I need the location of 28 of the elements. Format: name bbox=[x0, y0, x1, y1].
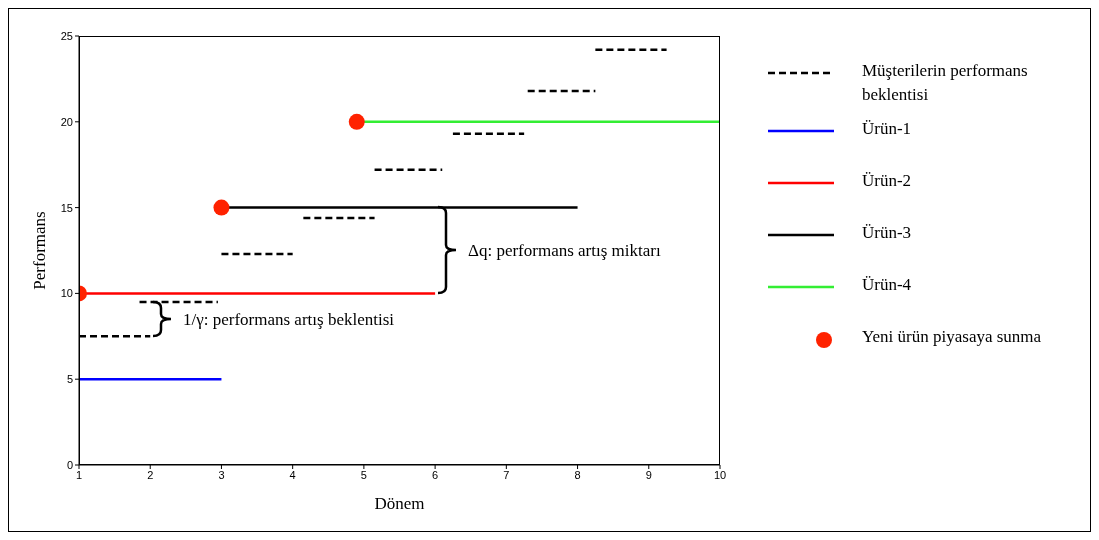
legend-label: Ürün-4 bbox=[862, 274, 913, 296]
x-tick-label: 2 bbox=[147, 468, 154, 481]
point bbox=[213, 199, 230, 216]
y-tick-label: 5 bbox=[66, 373, 73, 386]
y-tick-label: 10 bbox=[60, 287, 73, 300]
point bbox=[348, 113, 365, 130]
legend-label: Ürün-2 bbox=[862, 170, 913, 192]
x-tick-label: 9 bbox=[645, 468, 652, 481]
x-tick-label: 8 bbox=[574, 468, 581, 481]
y-tick-label: 15 bbox=[60, 201, 73, 214]
legend-label: Ürün-1 bbox=[862, 118, 913, 140]
y-tick-label: 0 bbox=[66, 458, 73, 471]
annotation: 1/γ: performans artış beklentisi bbox=[183, 310, 395, 329]
legend-label: Ürün-3 bbox=[862, 222, 913, 244]
x-tick-label: 4 bbox=[289, 468, 296, 481]
x-tick-label: 5 bbox=[360, 468, 367, 481]
x-tick-label: 7 bbox=[503, 468, 510, 481]
x-tick-label: 10 bbox=[713, 468, 727, 481]
x-tick-label: 3 bbox=[218, 468, 225, 481]
y-tick-label: 25 bbox=[60, 29, 73, 42]
x-axis-title: Dönem bbox=[374, 494, 425, 513]
legend-label: Yeni ürün piyasaya sunma bbox=[862, 326, 1043, 348]
x-tick-label: 6 bbox=[432, 468, 439, 481]
legend-label: Müşterilerin performans beklentisi bbox=[862, 60, 1029, 106]
y-axis-title: Performans bbox=[30, 211, 50, 290]
annotation: Δq: performans artış miktarı bbox=[468, 241, 661, 260]
x-tick-label: 1 bbox=[75, 468, 83, 481]
y-tick-label: 20 bbox=[60, 115, 73, 128]
